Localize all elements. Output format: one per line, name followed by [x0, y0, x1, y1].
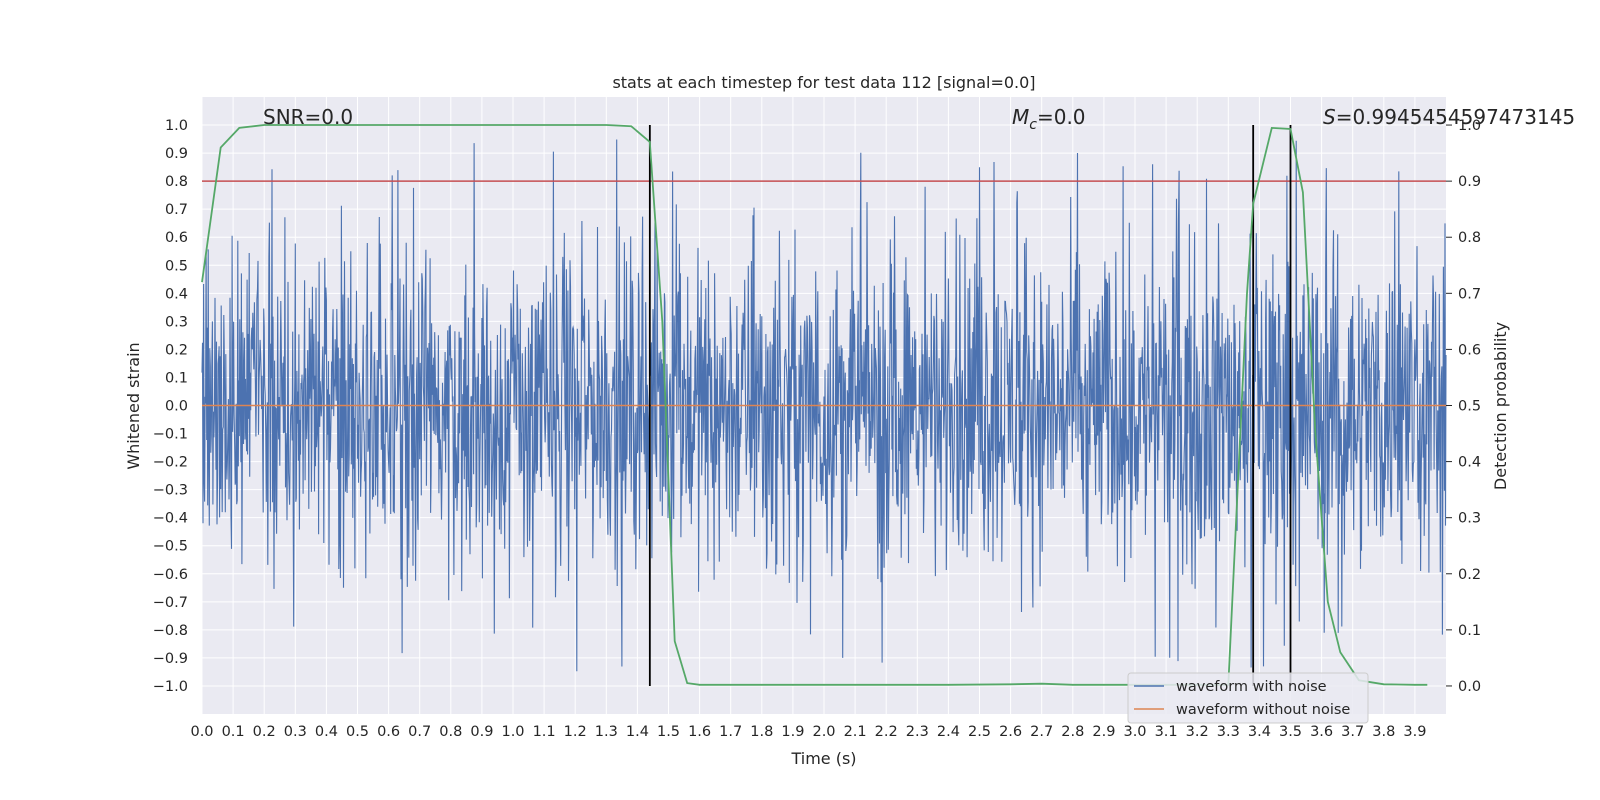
- x-tick-label: 0.9: [470, 724, 493, 740]
- y2-axis-label: Detection probability: [1491, 322, 1510, 490]
- y2-tick-label: 0.7: [1458, 286, 1481, 302]
- series-layer: [201, 124, 1447, 686]
- x-tick-label: 3.0: [1123, 724, 1146, 740]
- x-tick-label: 0.5: [346, 724, 369, 740]
- y2-tick-label: 0.8: [1458, 230, 1481, 246]
- x-tick-label: 2.9: [1092, 724, 1115, 740]
- y-tick-label: 0.9: [165, 146, 188, 162]
- x-tick-label: 3.3: [1217, 724, 1240, 740]
- score-annotation: S=0.9945454597473145: [1323, 105, 1575, 129]
- y-tick-label: 0.3: [165, 314, 188, 330]
- y-tick-label: −0.3: [153, 483, 188, 499]
- x-tick-label: 0.3: [284, 724, 307, 740]
- x-tick-label: 1.5: [657, 724, 680, 740]
- y-tick-label: 0.2: [165, 342, 188, 358]
- x-tick-label: 0.2: [253, 724, 276, 740]
- y-tick-label: 0.0: [165, 399, 188, 415]
- x-tick-label: 3.1: [1155, 724, 1178, 740]
- legend: waveform with noise waveform without noi…: [1127, 672, 1369, 724]
- x-tick-label: 2.5: [968, 724, 991, 740]
- legend-label-clean: waveform without noise: [1176, 702, 1350, 718]
- x-tick-label: 3.9: [1403, 724, 1426, 740]
- series-waveform-with-noise: [201, 139, 1447, 672]
- chirp-mass-annotation: Mc=0.0: [1012, 105, 1086, 133]
- y-axis-label: Whitened strain: [124, 342, 143, 469]
- y-tick-label: −0.1: [153, 427, 188, 443]
- x-tick-label: 2.0: [812, 724, 835, 740]
- x-tick-label: 1.3: [595, 724, 618, 740]
- x-tick-label: 0.0: [190, 724, 213, 740]
- y-tick-label: −0.5: [153, 539, 188, 555]
- score-symbol: S: [1323, 105, 1336, 129]
- x-tick-label: 3.2: [1186, 724, 1209, 740]
- score-value: =0.9945454597473145: [1336, 105, 1575, 129]
- x-tick-label: 0.6: [377, 724, 400, 740]
- x-tick-label: 3.7: [1341, 724, 1364, 740]
- x-tick-label: 1.6: [688, 724, 711, 740]
- y2-tick-label: 0.0: [1458, 679, 1481, 695]
- x-tick-label: 3.8: [1372, 724, 1395, 740]
- y-tick-label: −0.2: [153, 455, 188, 471]
- x-tick-label: 2.2: [875, 724, 898, 740]
- y2-tick-label: 0.1: [1458, 623, 1481, 639]
- y-tick-label: −0.9: [153, 651, 188, 667]
- y-tick-label: 1.0: [165, 118, 188, 134]
- x-tick-label: 2.6: [999, 724, 1022, 740]
- x-tick-label: 0.1: [222, 724, 245, 740]
- y-tick-label: 0.6: [165, 230, 188, 246]
- y-tick-label: 0.8: [165, 174, 188, 190]
- y-tick-label: 0.1: [165, 370, 188, 386]
- chart-title: stats at each timestep for test data 112…: [612, 73, 1035, 92]
- y-tick-label: −0.6: [153, 567, 188, 583]
- y2-tick-label: 0.2: [1458, 567, 1481, 583]
- y-tick-label: 0.5: [165, 258, 188, 274]
- y2-tick-label: 0.6: [1458, 342, 1481, 358]
- y2-tick-label: 0.9: [1458, 174, 1481, 190]
- chirp-mass-value: =0.0: [1037, 105, 1086, 129]
- y-tick-label: 0.7: [165, 202, 188, 218]
- x-tick-label: 2.8: [1061, 724, 1084, 740]
- y-tick-label: −1.0: [153, 679, 188, 695]
- y2-ticks: 1.0 0.9 0.8 0.7 0.6 0.5 0.4 0.3 0.2 0.1 0.0: [1446, 118, 1481, 695]
- x-tick-label: 2.7: [1030, 724, 1053, 740]
- x-ticks: 0.0 0.1 0.2 0.3 0.4 0.5 0.6 0.7 0.8 0.9 1.0 1.1 1.2 1…: [190, 724, 1426, 740]
- x-tick-label: 0.8: [439, 724, 462, 740]
- y-tick-label: 0.4: [165, 286, 188, 302]
- x-tick-label: 1.8: [750, 724, 773, 740]
- y-tick-label: −0.7: [153, 595, 188, 611]
- chirp-mass-symbol: M: [1012, 105, 1029, 129]
- x-axis-label: Time (s): [790, 749, 856, 768]
- x-tick-label: 3.6: [1310, 724, 1333, 740]
- y-tick-label: −0.4: [153, 511, 188, 527]
- x-tick-label: 3.5: [1279, 724, 1302, 740]
- x-tick-label: 0.4: [315, 724, 338, 740]
- x-tick-label: 2.3: [906, 724, 929, 740]
- legend-label-noise: waveform with noise: [1176, 679, 1327, 695]
- y2-tick-label: 0.4: [1458, 455, 1481, 471]
- series-detection-probability: [201, 124, 1428, 686]
- x-tick-label: 1.1: [533, 724, 556, 740]
- x-tick-label: 3.4: [1248, 724, 1271, 740]
- y2-tick-label: 1.0: [1458, 118, 1481, 134]
- x-tick-label: 1.4: [626, 724, 649, 740]
- x-tick-label: 2.4: [937, 724, 960, 740]
- y2-tick-label: 0.3: [1458, 511, 1481, 527]
- chirp-mass-subscript: c: [1029, 117, 1037, 133]
- y-tick-label: −0.8: [153, 623, 188, 639]
- x-tick-label: 0.7: [408, 724, 431, 740]
- snr-annotation: SNR=0.0: [263, 105, 353, 129]
- legend-box: [1127, 672, 1369, 724]
- x-tick-label: 1.0: [501, 724, 524, 740]
- y2-tick-label: 0.5: [1458, 399, 1481, 415]
- x-tick-label: 2.1: [844, 724, 867, 740]
- x-tick-label: 1.7: [719, 724, 742, 740]
- x-tick-label: 1.9: [781, 724, 804, 740]
- y-ticks: 1.0 0.9 0.8 0.7 0.6 0.5 0.4 0.3 0.2 0.1 0.0 −0.1 −0.…: [153, 118, 188, 695]
- x-tick-label: 1.2: [564, 724, 587, 740]
